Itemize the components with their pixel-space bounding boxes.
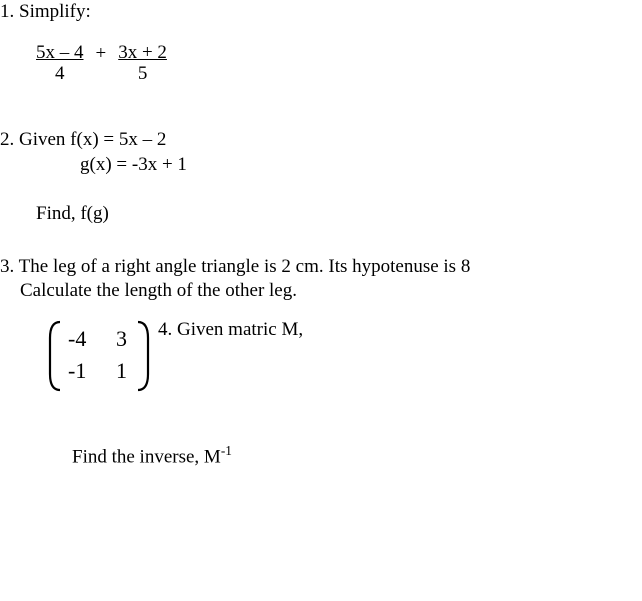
q1-fraction-1: 5x – 4 4 (36, 43, 84, 85)
q3-line2: Calculate the length of the other leg. (0, 279, 642, 304)
q4-title: 4. Given matric M, (158, 318, 303, 343)
q1-frac1-numerator: 5x – 4 (36, 43, 84, 64)
q1-expression: 5x – 4 4 + 3x + 2 5 (0, 43, 642, 85)
matrix-m12: 3 (116, 326, 127, 351)
q1-fraction-2: 3x + 2 5 (118, 43, 167, 85)
q1-frac1-denominator: 4 (55, 64, 65, 85)
matrix-m21: -1 (68, 358, 86, 383)
q1-title: 1. Simplify: (0, 0, 642, 25)
q2-find: Find, f(g) (0, 202, 642, 227)
matrix-m22: 1 (116, 358, 127, 383)
q4-find-text: Find the inverse, M (72, 446, 221, 467)
q4-find: Find the inverse, M-1 (0, 442, 642, 470)
q4-find-exponent: -1 (221, 443, 232, 458)
q1-frac2-numerator: 3x + 2 (118, 43, 167, 64)
matrix-m11: -4 (68, 326, 86, 351)
q2-line1: 2. Given f(x) = 5x – 2 (0, 128, 642, 153)
q4-matrix: -4 3 -1 1 (0, 318, 642, 394)
matrix-bracket-icon: -4 3 -1 1 (44, 318, 154, 394)
q2-line2: g(x) = -3x + 1 (0, 153, 642, 178)
q3-line1: 3. The leg of a right angle triangle is … (0, 255, 642, 280)
q1-frac2-denominator: 5 (138, 64, 148, 85)
q1-plus: + (84, 43, 119, 65)
